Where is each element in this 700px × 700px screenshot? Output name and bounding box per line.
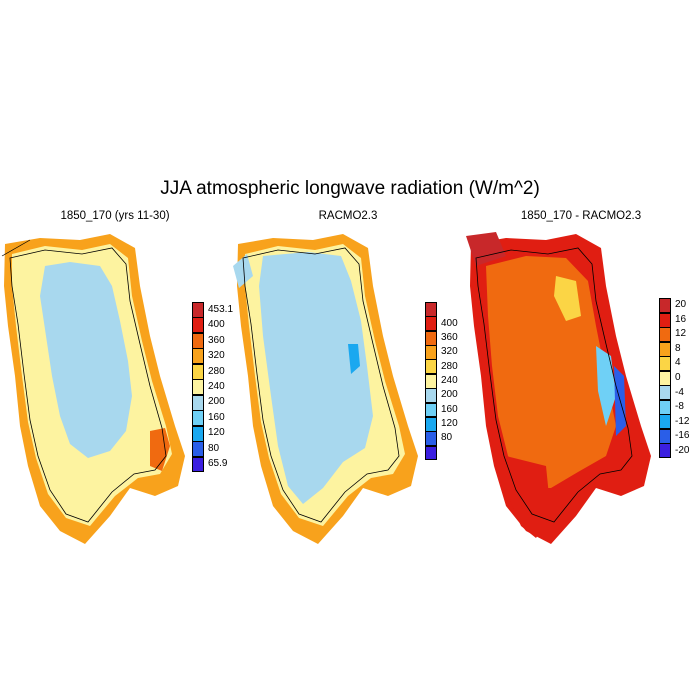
colorbar-swatch [192,317,204,334]
colorbar-tick-label: -16 [675,430,690,442]
ice-sheet-interior [40,262,132,458]
colorbar-tick-label: 240 [441,375,458,386]
colorbar-tick-label: 65.9 [208,458,228,470]
colorbar-tick-label: -8 [675,401,684,413]
colorbar-swatch [659,356,671,372]
figure-title: JJA atmospheric longwave radiation (W/m^… [160,178,540,199]
colorbar-swatch [425,330,437,346]
colorbar-tick-label: 80 [208,442,220,454]
panel-title: 1850_170 - RACMO2.3 [520,210,642,222]
colorbar-swatch [659,385,671,401]
colorbar-swatch [192,379,204,396]
colorbar-swatch [192,348,204,365]
colorbar-tick-label: 4 [675,357,681,369]
colorbar-swatch [192,441,204,458]
colorbar-swatch [425,388,437,404]
colorbar-tick-label: 120 [441,418,458,430]
iceland-patch [150,428,170,471]
colorbar-swatch [425,402,437,418]
colorbar-swatch [425,316,437,332]
colorbar-tick-label: 8 [675,342,681,354]
colorbar-swatch [659,341,671,357]
colorbar-swatch [425,373,437,389]
colorbar-swatch [192,425,204,442]
colorbar-tick-label: 12 [675,328,687,340]
colorbar-tick-label: 320 [208,350,225,362]
colorbar-tick-label: 80 [441,432,453,444]
colorbar-tick-label: 360 [208,334,225,346]
colorbar-tick-label: -20 [675,444,690,456]
colorbar-tick-label: 400 [441,317,458,329]
coastline [242,247,400,523]
colorbar-swatch [659,414,671,430]
coastline [475,247,633,523]
colorbar-tick-label: -4 [675,386,684,398]
colorbar-swatch [192,456,204,473]
colorbar-swatch [192,302,204,318]
colorbar-tick-label: 240 [208,381,225,392]
greenland-map-model [1,234,185,544]
colorbar-swatch [425,416,437,432]
colorbar-swatch [425,431,437,447]
colorbar-tick-label: 453.1 [208,303,234,315]
colorbar-tick-label: -12 [675,415,690,427]
colorbar-swatch [659,399,671,415]
colorbar-swatch [192,394,204,411]
colorbar-tick-label: 360 [441,331,458,343]
colorbar-swatch [425,445,437,461]
colorbar-tick-label: 200 [441,389,458,401]
colorbar-tick-label: 200 [208,396,225,408]
colorbar-swatch [659,298,671,314]
colorbar-tick-label: 160 [441,403,458,415]
colorbar-tick-label: 20 [675,299,687,311]
colorbar-tick-label: 0 [675,372,681,383]
colorbar-tick-label: 280 [441,360,458,372]
colorbar-swatch [425,302,437,317]
panel-racmo: RACMO2.3 [233,210,463,544]
panel-title: RACMO2.3 [318,210,378,222]
colorbar-tick-label: 320 [441,346,458,358]
colorbar-tick-label: 160 [208,411,225,423]
colorbar-swatch [659,370,671,386]
colorbar-swatch [425,359,437,375]
panel-title: 1850_170 (yrs 11-30) [60,210,170,222]
panel-model: 1850_170 (yrs 11-30) [0,210,230,544]
colorbar-tick-label: 400 [208,319,225,331]
panel-difference: 1850_170 - RACMO2.3 [466,210,696,544]
colorbar-swatch [425,345,437,360]
greenland-map-racmo [233,234,418,544]
colorbar-tick-label: 16 [675,313,687,325]
colorbar-tick-label: 280 [208,365,225,377]
coastline [9,247,167,523]
colorbar-swatch [192,410,204,427]
colorbar-swatch [192,332,204,349]
colorbar-swatch [659,312,671,328]
colorbar-swatch [192,363,204,380]
colorbar-swatch [659,327,671,343]
colorbar-swatch [659,443,671,459]
greenland-map-difference [466,232,651,544]
colorbar-tick-label: 120 [208,427,225,439]
colorbar-swatch [659,428,671,444]
